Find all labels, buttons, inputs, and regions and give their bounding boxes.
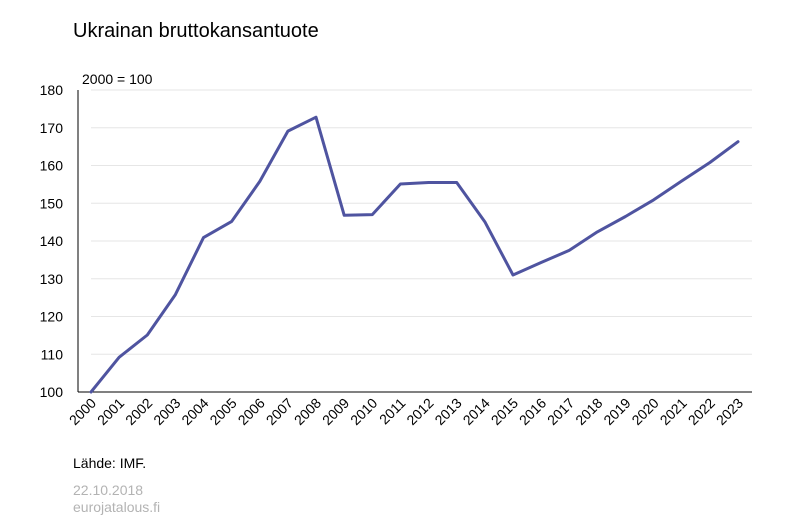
x-tick-label: 2019: [600, 395, 633, 428]
x-tick-label: 2005: [206, 395, 239, 428]
y-tick-label: 170: [40, 120, 64, 136]
publish-date: 22.10.2018: [73, 482, 144, 498]
x-tick-label: 2014: [460, 395, 493, 428]
x-tick-label: 2008: [291, 395, 324, 428]
x-tick-label: 2010: [347, 395, 380, 428]
y-tick-label: 180: [40, 82, 64, 98]
y-axis-ticks: 100 110 120 130 140 150 160 170 180: [40, 82, 64, 400]
x-tick-label: 2021: [657, 395, 690, 428]
chart-title: Ukrainan bruttokansantuote: [73, 20, 319, 42]
source-note: Lähde: IMF.: [73, 455, 147, 471]
x-tick-label: 2017: [544, 395, 577, 428]
x-tick-label: 2007: [263, 395, 296, 428]
y-tick-label: 100: [40, 384, 64, 400]
x-tick-label: 2001: [94, 395, 127, 428]
x-tick-label: 2004: [178, 395, 211, 428]
x-tick-label: 2000: [66, 395, 99, 428]
x-tick-label: 2002: [122, 395, 155, 428]
x-tick-label: 2015: [488, 395, 521, 428]
x-tick-label: 2023: [713, 395, 746, 428]
x-tick-label: 2022: [685, 395, 718, 428]
x-tick-label: 2006: [235, 395, 268, 428]
x-tick-label: 2018: [572, 395, 605, 428]
y-tick-label: 160: [40, 158, 64, 174]
x-tick-label: 2003: [150, 395, 183, 428]
y-tick-label: 120: [40, 309, 64, 325]
x-tick-label: 2009: [319, 395, 352, 428]
x-axis-ticks: 2000200120022003200420052006200720082009…: [66, 395, 746, 428]
x-tick-label: 2016: [516, 395, 549, 428]
site-name: eurojatalous.fi: [73, 499, 161, 515]
y-tick-label: 110: [41, 346, 64, 362]
y-tick-label: 140: [40, 233, 64, 249]
series-line: [89, 115, 740, 394]
x-tick-label: 2012: [403, 395, 436, 428]
series-layer: [89, 115, 740, 394]
x-tick-label: 2011: [376, 395, 409, 428]
y-tick-label: 130: [40, 271, 64, 287]
y-tick-label: 150: [40, 195, 64, 211]
unit-label: 2000 = 100: [82, 71, 153, 87]
x-tick-label: 2020: [628, 395, 661, 428]
gridlines: [77, 89, 752, 393]
x-tick-label: 2013: [431, 395, 464, 428]
